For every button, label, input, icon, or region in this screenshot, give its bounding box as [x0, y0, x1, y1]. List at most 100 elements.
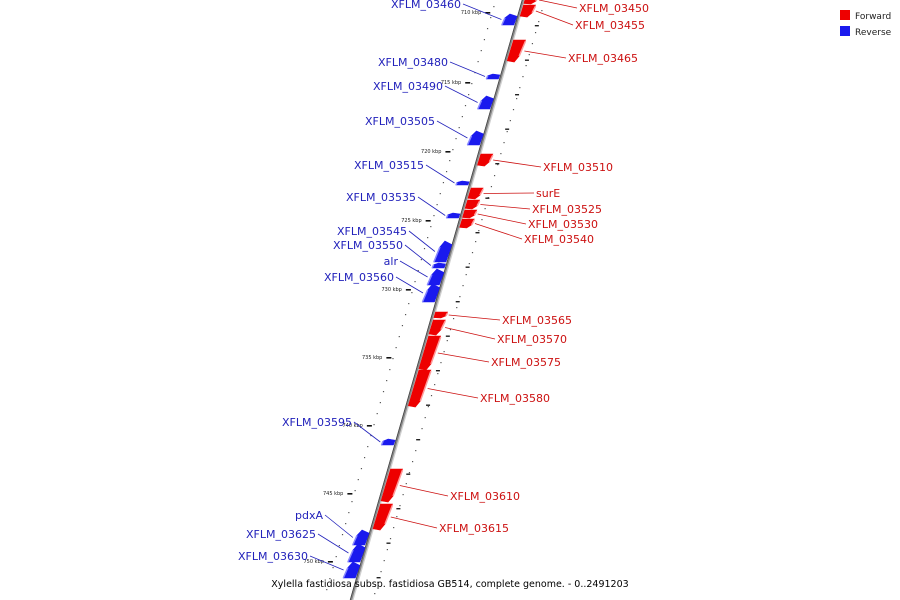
minor-tick: [382, 391, 385, 393]
reverse-gene-arrow[interactable]: [485, 73, 501, 80]
gene-label[interactable]: XFLM_03460: [391, 0, 461, 11]
gene-label[interactable]: XFLM_03625: [246, 528, 316, 541]
gene-feature[interactable]: [372, 503, 394, 531]
reverse-gene-arrow[interactable]: [446, 212, 461, 219]
gene-feature[interactable]: [380, 468, 404, 503]
gene-feature[interactable]: [523, 0, 538, 5]
gene-feature[interactable]: [445, 212, 461, 219]
gene-feature[interactable]: [462, 209, 478, 219]
gene-label[interactable]: XFLM_03465: [568, 52, 638, 65]
gene-feature[interactable]: [352, 529, 370, 546]
gene-label[interactable]: XFLM_03575: [491, 356, 561, 369]
gene-feature[interactable]: [428, 319, 446, 336]
minor-tick: [373, 424, 375, 426]
gene-label[interactable]: XFLM_03505: [365, 115, 435, 128]
reverse-gene-arrow[interactable]: [455, 180, 470, 186]
gene-feature[interactable]: [459, 218, 475, 229]
forward-gene-arrow[interactable]: [464, 199, 481, 210]
gene-label[interactable]: XFLM_03630: [238, 550, 308, 563]
minor-tick: [386, 380, 388, 382]
gene-label[interactable]: XFLM_03480: [378, 56, 448, 69]
gene-highlight: [501, 17, 506, 26]
forward-gene-arrow[interactable]: [506, 39, 526, 63]
minor-tick: [380, 571, 382, 573]
minor-tick: [434, 384, 436, 386]
gene-feature[interactable]: [477, 95, 494, 110]
forward-gene-arrow[interactable]: [407, 369, 432, 408]
gene-label[interactable]: surE: [536, 187, 560, 200]
gene-label[interactable]: XFLM_03530: [528, 218, 598, 231]
gene-label[interactable]: XFLM_03455: [575, 19, 645, 32]
reverse-gene-arrow[interactable]: [347, 543, 366, 563]
reverse-gene-arrow[interactable]: [431, 262, 447, 269]
minor-tick: [456, 307, 458, 309]
gene-feature[interactable]: [485, 73, 501, 80]
gene-label[interactable]: XFLM_03550: [333, 239, 403, 252]
gene-label[interactable]: XFLM_03565: [502, 314, 572, 327]
gene-label[interactable]: XFLM_03580: [480, 392, 550, 405]
gene-label[interactable]: XFLM_03490: [373, 80, 443, 93]
kbp-tick: [465, 82, 471, 84]
gene-label[interactable]: XFLM_03595: [282, 416, 352, 429]
reverse-gene-arrow[interactable]: [380, 438, 396, 446]
gene-feature[interactable]: [380, 438, 396, 446]
forward-gene-arrow[interactable]: [372, 503, 393, 531]
gene-label[interactable]: alr: [384, 255, 399, 268]
gene-feature[interactable]: [421, 283, 440, 303]
forward-gene-arrow[interactable]: [428, 319, 446, 336]
gene-feature[interactable]: [455, 180, 470, 186]
minor-tick: [497, 164, 499, 166]
gene-feature[interactable]: [501, 13, 518, 26]
forward-gene-arrow[interactable]: [519, 4, 537, 18]
forward-gene-arrow[interactable]: [467, 187, 484, 200]
minor-tick: [357, 479, 359, 481]
minor-tick: [401, 325, 404, 327]
gene-label[interactable]: XFLM_03615: [439, 522, 509, 535]
minor-tick: [408, 303, 410, 305]
gene-feature[interactable]: [519, 4, 537, 18]
gene-feature[interactable]: [464, 199, 481, 210]
gene-label[interactable]: XFLM_03540: [524, 233, 594, 246]
gene-feature[interactable]: [347, 543, 366, 563]
reverse-gene-arrow[interactable]: [421, 283, 440, 303]
forward-gene-arrow[interactable]: [462, 209, 478, 219]
gene-feature[interactable]: [433, 311, 449, 319]
minor-tick: [459, 296, 461, 298]
gene-feature[interactable]: [466, 130, 484, 146]
gene-label[interactable]: XFLM_03570: [497, 333, 567, 346]
gene-label[interactable]: XFLM_03515: [354, 159, 424, 172]
reverse-gene-arrow[interactable]: [466, 130, 484, 146]
reverse-gene-arrow[interactable]: [477, 95, 494, 110]
kbp-tick: [366, 425, 372, 427]
gene-feature[interactable]: [407, 369, 432, 408]
gene-feature[interactable]: [418, 335, 442, 371]
gene-label[interactable]: XFLM_03525: [532, 203, 602, 216]
kbp-tick: [347, 493, 353, 495]
minor-tick: [449, 329, 452, 331]
gene-feature[interactable]: [467, 187, 484, 200]
gene-highlight: [347, 549, 354, 563]
forward-gene-arrow[interactable]: [380, 468, 403, 503]
gene-feature[interactable]: [506, 39, 527, 63]
forward-gene-arrow[interactable]: [477, 153, 494, 167]
reverse-gene-arrow[interactable]: [342, 561, 361, 579]
forward-gene-arrow[interactable]: [418, 335, 442, 371]
gene-label[interactable]: XFLM_03450: [579, 2, 649, 15]
gene-label[interactable]: pdxA: [295, 509, 323, 522]
forward-gene-arrow[interactable]: [523, 0, 538, 5]
gene-label[interactable]: XFLM_03545: [337, 225, 407, 238]
gene-feature[interactable]: [342, 561, 361, 579]
gene-label[interactable]: XFLM_03560: [324, 271, 394, 284]
gene-feature[interactable]: [431, 262, 447, 269]
forward-gene-arrow[interactable]: [433, 311, 449, 319]
gene-feature[interactable]: [477, 153, 494, 167]
reverse-gene-arrow[interactable]: [433, 240, 453, 263]
gene-label[interactable]: XFLM_03510: [543, 161, 613, 174]
gene-feature[interactable]: [433, 240, 453, 263]
reverse-gene-arrow[interactable]: [501, 13, 518, 26]
gene-highlight: [518, 40, 527, 57]
major-tick: [455, 301, 460, 303]
gene-label[interactable]: XFLM_03610: [450, 490, 520, 503]
gene-label[interactable]: XFLM_03535: [346, 191, 416, 204]
forward-gene-arrow[interactable]: [459, 218, 475, 229]
